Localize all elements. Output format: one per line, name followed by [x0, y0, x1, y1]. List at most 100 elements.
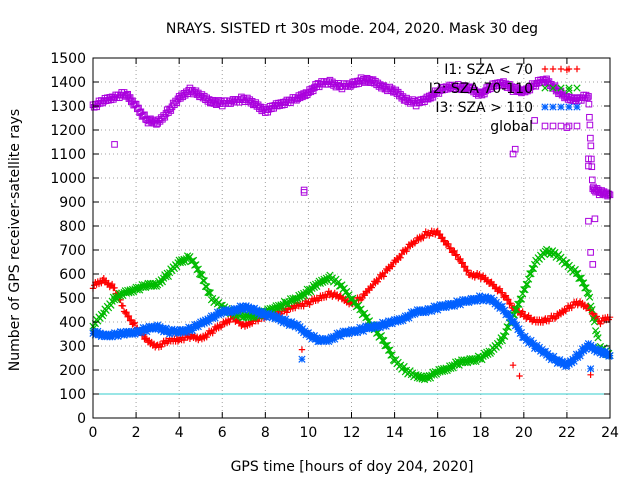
legend-marker	[565, 65, 573, 73]
data-point	[523, 280, 532, 289]
data-point	[374, 278, 382, 285]
data-point	[200, 277, 208, 285]
legend: I1: SZA < 70 I2: SZA 70-110 I3: SZA > 110 g…	[429, 62, 581, 135]
data-point	[442, 303, 450, 312]
outlier-point	[587, 371, 594, 378]
data-point	[499, 289, 506, 296]
data-point	[211, 314, 219, 322]
data-point	[131, 319, 139, 326]
data-point	[194, 323, 202, 331]
data-point	[174, 338, 182, 345]
data-point	[226, 318, 233, 326]
legend-marker	[557, 103, 565, 111]
data-point	[128, 316, 135, 323]
data-point	[384, 346, 393, 354]
legend-label: I2: SZA 70-110	[429, 81, 533, 97]
data-point	[501, 293, 508, 300]
data-point	[526, 270, 534, 278]
data-point	[209, 330, 216, 337]
outlier-point	[298, 346, 306, 353]
outlier-point	[586, 365, 595, 373]
data-point	[137, 329, 145, 337]
outlier-point	[511, 145, 519, 153]
legend-label: I1: SZA < 70	[444, 62, 533, 78]
legend-marker	[565, 84, 573, 92]
data-point	[594, 334, 602, 342]
y-tick-label: 1500	[50, 51, 86, 67]
data-point	[563, 362, 571, 370]
data-point	[432, 302, 441, 310]
legend-marker	[573, 65, 581, 73]
data-point	[397, 254, 404, 261]
legend-marker	[541, 103, 549, 111]
data-point	[161, 113, 169, 121]
data-point	[197, 318, 205, 326]
outlier-point	[587, 249, 594, 256]
data-point	[200, 319, 208, 327]
data-point	[283, 309, 291, 316]
legend-marker	[557, 84, 565, 92]
series-0	[89, 227, 614, 351]
data-point	[197, 270, 205, 279]
legend-marker	[541, 122, 549, 130]
data-point	[234, 307, 242, 315]
data-point	[203, 318, 211, 326]
data-point	[593, 185, 601, 192]
y-axis-label: Number of GPS receiver-satellite rays	[7, 109, 23, 371]
data-point	[198, 271, 206, 279]
outlier-point	[563, 124, 571, 131]
outlier-point	[585, 162, 592, 170]
data-point	[349, 294, 357, 303]
data-point	[583, 94, 591, 102]
data-point	[551, 315, 559, 322]
data-point	[463, 267, 470, 275]
y-tick-label: 300	[59, 339, 86, 355]
data-point	[581, 284, 589, 292]
data-point	[456, 256, 463, 263]
data-point	[188, 326, 196, 335]
data-point	[586, 293, 594, 301]
data-point	[519, 290, 527, 298]
data-point	[522, 280, 530, 288]
data-point	[459, 259, 466, 266]
legend-marker	[549, 84, 557, 92]
outlier-point	[111, 141, 118, 148]
data-point	[199, 317, 207, 325]
data-point	[203, 283, 211, 291]
data-point	[576, 352, 584, 360]
legend-marker	[541, 65, 549, 73]
data-point	[206, 289, 214, 297]
data-point	[123, 309, 130, 316]
data-point	[380, 273, 388, 280]
data-point	[506, 300, 513, 308]
data-point	[403, 248, 410, 255]
y-tick-label: 500	[59, 291, 86, 307]
data-point	[480, 295, 488, 303]
y-tick-label: 600	[59, 267, 86, 283]
data-point	[368, 284, 376, 291]
data-point	[199, 276, 207, 285]
data-point	[240, 306, 248, 314]
data-point	[515, 325, 523, 333]
data-point	[142, 324, 150, 332]
data-point	[185, 323, 193, 331]
data-point	[513, 305, 521, 314]
data-point	[262, 313, 271, 322]
legend-label: I3: SZA > 110	[435, 100, 533, 116]
outlier-point	[589, 261, 597, 268]
outlier-point	[300, 186, 308, 194]
data-point	[405, 314, 413, 322]
data-point	[473, 297, 481, 305]
data-point	[597, 320, 604, 328]
x-tick-label: 22	[558, 425, 576, 441]
y-tick-label: 1400	[50, 75, 86, 91]
data-point	[114, 332, 122, 341]
data-point	[242, 302, 250, 310]
data-point	[130, 327, 138, 336]
data-point	[521, 286, 529, 294]
data-point	[438, 235, 445, 242]
data-point	[382, 322, 390, 330]
data-point	[435, 231, 443, 239]
data-point	[574, 353, 582, 362]
data-point	[453, 297, 461, 305]
